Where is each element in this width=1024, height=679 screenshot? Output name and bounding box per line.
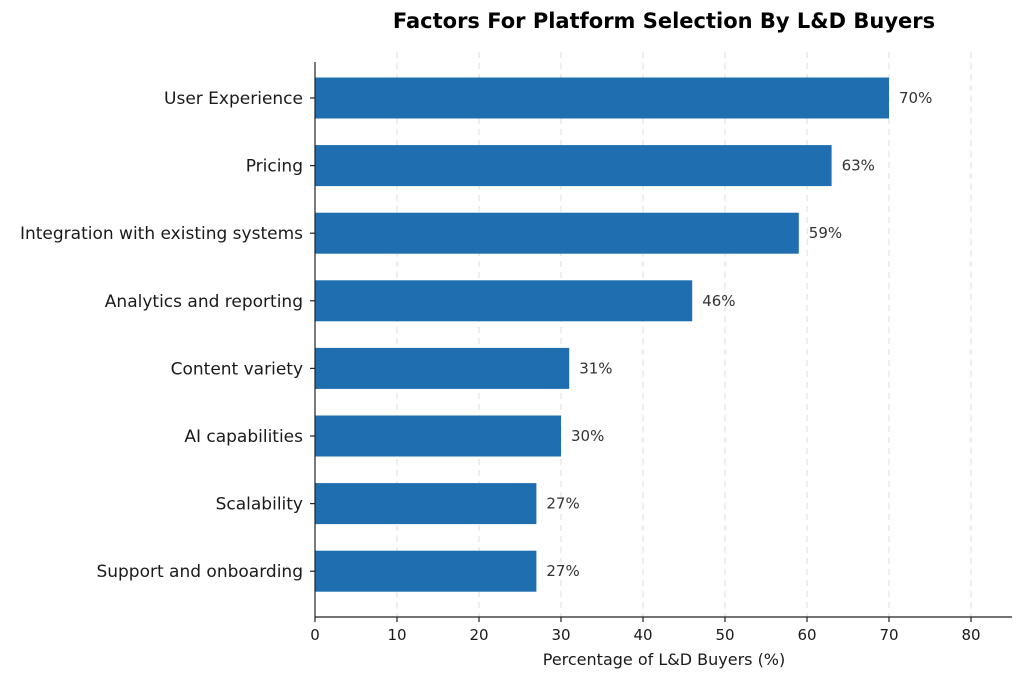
bar-support-and-onboarding — [315, 550, 537, 592]
x-tick-label-10: 10 — [387, 626, 406, 644]
value-label-scalability: 27% — [546, 495, 579, 513]
x-tick-label-80: 80 — [961, 626, 980, 644]
category-label-integration-with-existing-systems: Integration with existing systems — [20, 224, 303, 244]
value-labels: 70% 63% 59% 46% 31% 30% 27% 27% — [546, 89, 932, 580]
x-axis: 0 10 20 30 40 50 60 70 80 — [310, 62, 1012, 644]
bar-ai-capabilities — [315, 415, 561, 457]
category-label-scalability: Scalability — [216, 495, 303, 515]
bar-integration-with-existing-systems — [315, 212, 799, 254]
category-label-support-and-onboarding: Support and onboarding — [96, 562, 303, 582]
bar-scalability — [315, 483, 537, 525]
value-label-user-experience: 70% — [899, 89, 932, 107]
chart-title: Factors For Platform Selection By L&D Bu… — [393, 9, 935, 33]
category-labels: User Experience Pricing Integration with e… — [20, 89, 303, 582]
x-tick-label-20: 20 — [469, 626, 488, 644]
category-label-analytics-and-reporting: Analytics and reporting — [105, 292, 303, 312]
bars — [315, 77, 889, 592]
x-axis-label: Percentage of L&D Buyers (%) — [543, 650, 786, 669]
value-label-integration-with-existing-systems: 59% — [809, 224, 842, 242]
category-label-content-variety: Content variety — [171, 359, 303, 379]
value-label-content-variety: 31% — [579, 359, 612, 377]
x-tick-label-30: 30 — [551, 626, 570, 644]
bar-analytics-and-reporting — [315, 280, 693, 322]
bar-content-variety — [315, 347, 570, 389]
x-tick-label-70: 70 — [879, 626, 898, 644]
x-tick-label-60: 60 — [797, 626, 816, 644]
x-tick-label-40: 40 — [633, 626, 652, 644]
x-tick-label-0: 0 — [310, 626, 320, 644]
category-label-user-experience: User Experience — [164, 89, 303, 109]
bar-user-experience — [315, 77, 889, 119]
bar-pricing — [315, 145, 832, 187]
value-label-ai-capabilities: 30% — [571, 427, 604, 445]
value-label-analytics-and-reporting: 46% — [702, 292, 735, 310]
value-label-pricing: 63% — [842, 157, 875, 175]
grid-lines — [396, 52, 972, 617]
category-label-ai-capabilities: AI capabilities — [184, 427, 303, 447]
value-label-support-and-onboarding: 27% — [546, 562, 579, 580]
x-tick-label-50: 50 — [715, 626, 734, 644]
category-label-pricing: Pricing — [246, 157, 303, 177]
